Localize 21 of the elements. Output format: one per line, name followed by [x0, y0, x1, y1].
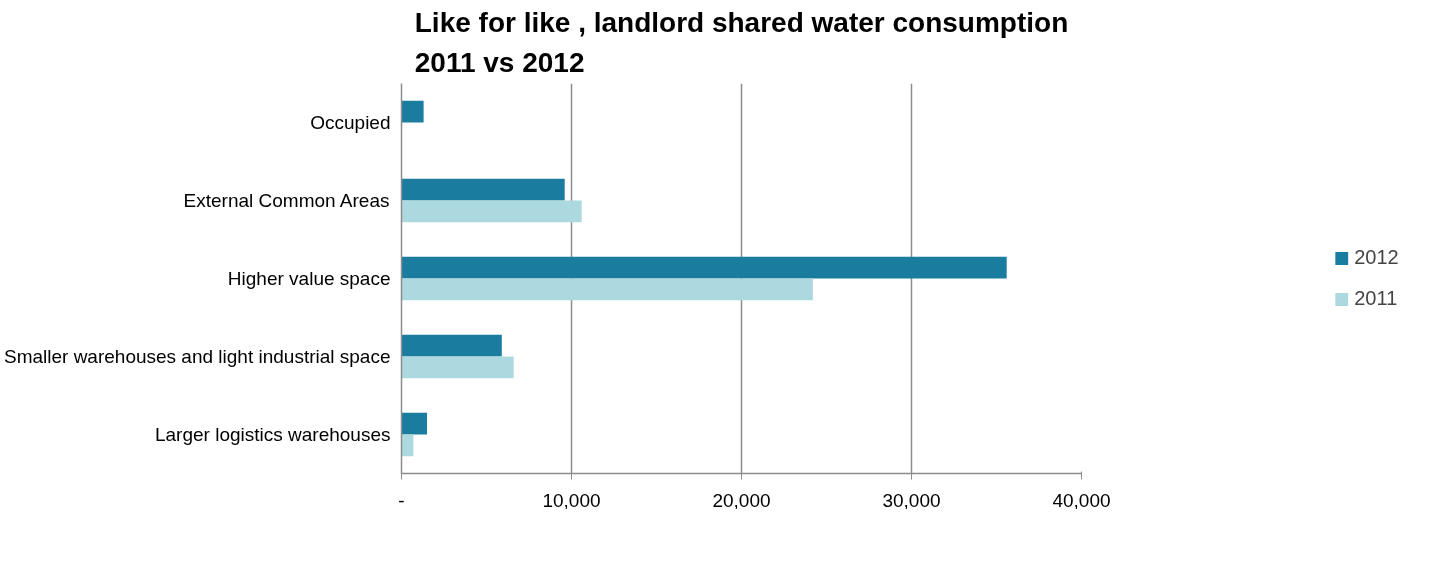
- x-tick-label: 10,000: [542, 489, 601, 511]
- y-tick-label: Smaller warehouses and light industrial space: [3, 346, 391, 367]
- bar: [401, 200, 582, 223]
- x-tick-label: -: [398, 489, 405, 511]
- legend-label: 2012: [1354, 246, 1399, 269]
- bar: [401, 256, 1007, 279]
- y-tick-label: External Common Areas: [183, 190, 390, 211]
- bar: [401, 278, 813, 301]
- x-tick-label: 40,000: [1052, 489, 1111, 511]
- bar: [401, 334, 502, 357]
- y-tick-label: Higher value space: [227, 268, 391, 289]
- bar: [401, 412, 427, 435]
- y-tick-label: Occupied: [310, 112, 391, 133]
- bar: [401, 100, 424, 123]
- x-tick-label: 30,000: [882, 489, 941, 511]
- chart-title: Like for like , landlord shared water consumption 2011 vs 2012: [414, 7, 1069, 79]
- x-tick-label: 20,000: [712, 489, 771, 511]
- y-tick-label: Larger logistics warehouses: [154, 424, 391, 445]
- bar: [401, 356, 514, 379]
- legend-label: 2011: [1354, 287, 1398, 310]
- bar: [401, 178, 565, 201]
